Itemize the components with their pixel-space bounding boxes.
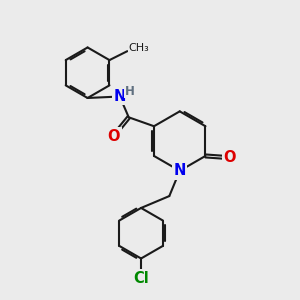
Text: N: N [173,163,186,178]
Text: Cl: Cl [133,271,149,286]
Text: O: O [224,150,236,165]
Text: N: N [114,89,126,104]
Text: O: O [108,128,120,143]
Text: CH₃: CH₃ [129,43,149,53]
Text: H: H [124,85,134,98]
